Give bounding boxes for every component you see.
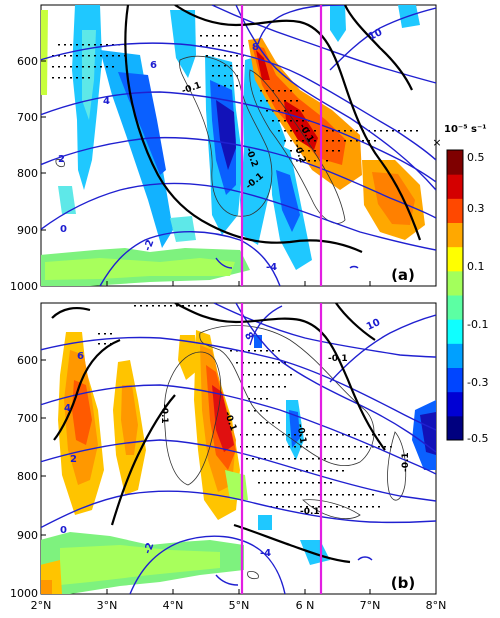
panel-b-blue-contours	[41, 303, 436, 594]
panel-b-thin-contours	[163, 325, 407, 580]
y-tick-label: 700	[17, 111, 38, 124]
contour-label: -0.1	[294, 423, 307, 444]
contour-label: -0.1	[401, 452, 411, 472]
y-tick-label: 1000	[10, 587, 38, 600]
contour-label: -4	[266, 262, 277, 273]
colorbar-tick-label: 0.5	[467, 151, 485, 164]
colorbar-frame	[446, 149, 464, 441]
panel-b-tickmarks	[41, 359, 371, 594]
y-tick-label: 900	[17, 224, 38, 237]
colorbar-segment	[447, 198, 463, 223]
contour-label: 6	[150, 60, 157, 71]
y-tick-label: 800	[17, 470, 38, 483]
x-tick-label: 6 N	[296, 599, 315, 612]
colorbar-segment	[447, 319, 463, 344]
contour-label: -0.1	[159, 404, 169, 424]
panel-a-field	[41, 5, 436, 286]
colorbar-tick-label: -0.3	[467, 376, 488, 389]
contour-label: 2	[58, 154, 65, 165]
colorbar-segment	[447, 150, 463, 175]
colorbar-tick-label: 0.1	[467, 260, 485, 273]
panel-b-reference-lines	[240, 303, 323, 594]
panel-a-thick-contours	[124, 5, 422, 254]
panel-a: 600 700 800 900 1000 6 4 2 0 -2 -4 8 10 …	[10, 4, 437, 293]
colorbar-segment	[447, 174, 463, 199]
contour-label: -0.1	[328, 354, 348, 364]
contour-label: 4	[64, 403, 71, 414]
colorbar-bar	[447, 150, 463, 441]
contour-label: 2	[70, 454, 77, 465]
panel-b-y-axis: 600 700 800 900 1000	[10, 354, 38, 600]
panel-b-field	[41, 303, 436, 594]
contour-label: 10	[365, 317, 382, 333]
contour-label: 0	[60, 525, 67, 536]
y-tick-label: 800	[17, 167, 38, 180]
panel-a-y-axis: 600 700 800 900 1000	[10, 55, 38, 293]
close-icon: ×	[432, 136, 441, 149]
colorbar-tick-label: 0.3	[467, 202, 485, 215]
colorbar-segment	[447, 367, 463, 393]
colorbar-segment	[447, 270, 463, 296]
colorbar-segment	[447, 343, 463, 368]
y-tick-label: 900	[17, 529, 38, 542]
colorbar-tick-label: -0.1	[467, 318, 488, 331]
panel-b-x-axis: 2°N 3°N 4°N 5°N 6 N 7°N 8°N	[31, 599, 447, 612]
panel-a-reference-lines	[240, 5, 323, 286]
contour-label: -4	[260, 548, 271, 559]
colorbar: × 10⁻⁵ s⁻¹ 0.5 0.3 0.1 -0.1 -0.3 -0.5	[432, 124, 488, 445]
colorbar-ticks: 0.5 0.3 0.1 -0.1 -0.3 -0.5	[467, 151, 488, 445]
contour-label: 6	[77, 351, 84, 362]
x-tick-label: 5°N	[229, 599, 250, 612]
contour-label: 0	[60, 224, 67, 235]
contour-label: 10	[367, 27, 384, 43]
colorbar-segment	[447, 415, 463, 441]
x-tick-label: 3°N	[97, 599, 118, 612]
x-tick-label: 2°N	[31, 599, 52, 612]
colorbar-segment	[447, 295, 463, 320]
panel-b-stipple	[98, 305, 392, 508]
contour-label: -0.1	[300, 507, 320, 517]
panel-b-thick-contours	[51, 303, 386, 564]
panel-label-b: (b)	[391, 574, 415, 592]
contour-label: -2	[142, 238, 156, 252]
colorbar-tick-label: -0.5	[467, 432, 488, 445]
colorbar-unit-label: 10⁻⁵ s⁻¹	[444, 124, 487, 135]
contour-label: 8	[242, 331, 255, 343]
x-tick-label: 4°N	[163, 599, 184, 612]
contour-label: 4	[103, 96, 110, 107]
contour-label: -2	[142, 541, 156, 555]
x-tick-label: 8°N	[426, 599, 447, 612]
y-tick-label: 600	[17, 55, 38, 68]
panel-b-shading	[41, 330, 436, 594]
y-tick-label: 700	[17, 412, 38, 425]
y-tick-label: 1000	[10, 280, 38, 293]
contour-label: 8	[252, 42, 259, 53]
panel-a-tickmarks	[41, 60, 371, 286]
panel-b: 600 700 800 900 1000 2°N 3°N 4°N 5°N 6 N…	[10, 302, 447, 612]
x-tick-label: 7°N	[360, 599, 381, 612]
panel-label-a: (a)	[391, 266, 415, 284]
colorbar-segment	[447, 222, 463, 248]
panel-b-contour-labels: 6 4 2 0 -2 -4 8 10 -0.1 -0.1 -0.1 -0.1 -…	[60, 317, 411, 559]
colorbar-segment	[447, 246, 463, 272]
y-tick-label: 600	[17, 354, 38, 367]
panel-a-blue-contours	[41, 5, 436, 286]
colorbar-segment	[447, 391, 463, 417]
